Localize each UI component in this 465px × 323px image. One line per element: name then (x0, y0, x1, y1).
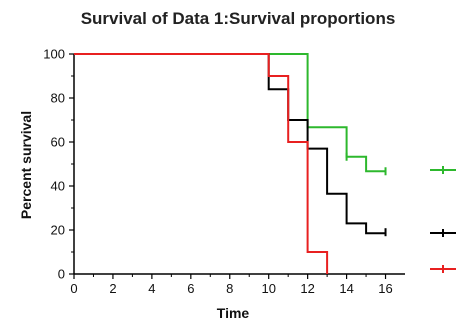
legend (430, 166, 456, 273)
x-tick-label: 8 (226, 281, 233, 296)
x-tick-label: 6 (187, 281, 194, 296)
y-tick-label: 80 (51, 91, 65, 106)
survival-curve-2 (74, 53, 386, 235)
chart-title: Survival of Data 1:Survival proportions (81, 9, 396, 28)
x-axis-label: Time (217, 305, 250, 321)
x-tick-label: 0 (70, 281, 77, 296)
x-tick-label: 16 (378, 281, 392, 296)
y-tick-label: 100 (43, 47, 65, 62)
y-axis-label: Percent survival (18, 111, 34, 219)
x-tick-label: 12 (300, 281, 314, 296)
axes: 0 2 4 6 8 10 12 14 16 0 20 40 60 80 100 (43, 47, 405, 296)
survival-curve-1 (74, 53, 386, 173)
x-tick-label: 14 (339, 281, 353, 296)
y-tick-label: 0 (58, 267, 65, 282)
x-tick-label: 10 (261, 281, 275, 296)
survival-curve-3 (74, 53, 329, 274)
series-layer (74, 53, 387, 274)
y-tick-label: 40 (51, 179, 65, 194)
x-tick-label: 4 (148, 281, 155, 296)
y-tick-label: 20 (51, 223, 65, 238)
x-tick-label: 2 (109, 281, 116, 296)
y-tick-label: 60 (51, 135, 65, 150)
